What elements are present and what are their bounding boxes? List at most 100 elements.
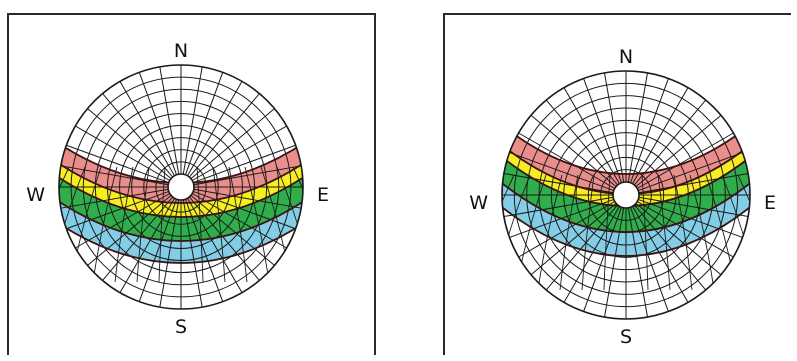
azimuth-spoke: [629, 78, 669, 183]
hour-line: [114, 166, 134, 283]
azimuth-spoke: [637, 201, 734, 258]
sun-path-bands: [502, 117, 750, 256]
west-label: W: [469, 192, 488, 214]
azimuth-spoke: [603, 72, 625, 183]
azimuth-spoke: [102, 196, 174, 281]
hour-line: [641, 174, 649, 291]
azimuth-spoke: [187, 198, 243, 293]
hour-line: [158, 166, 166, 283]
south-label: S: [620, 326, 632, 348]
azimuth-spoke: [627, 72, 649, 183]
azimuth-spoke: [509, 152, 614, 192]
hour-line: [196, 166, 204, 283]
azimuth-spoke: [87, 194, 172, 266]
band-yellow: [502, 137, 750, 206]
azimuth-spoke: [188, 93, 260, 178]
band-edges: [502, 116, 750, 257]
azimuth-spoke: [60, 188, 169, 209]
azimuth-spoke: [633, 204, 707, 291]
hour-line: [689, 174, 715, 291]
azimuth-spoke: [583, 78, 623, 183]
band-yellow: [59, 157, 303, 217]
hour-line: [657, 174, 671, 291]
stereographic-chart-right: N S W E: [469, 46, 776, 348]
azimuth-spoke: [503, 196, 614, 218]
azimuth-spoke: [518, 132, 615, 189]
hour-line: [559, 174, 579, 291]
sun-path-diagram-left: N S W E: [7, 13, 376, 355]
hour-line: [537, 174, 563, 291]
azimuth-spoke: [187, 81, 243, 176]
hour-line: [673, 174, 693, 291]
azimuth-spoke: [638, 196, 749, 218]
zenith-circle: [167, 173, 195, 201]
azimuth-spoke: [583, 207, 623, 312]
azimuth-spoke: [632, 87, 689, 184]
azimuth-spoke: [632, 206, 689, 303]
azimuth-spoke: [545, 204, 619, 291]
hour-line: [581, 174, 595, 291]
grid-lines: [502, 71, 750, 319]
band-green: [59, 171, 303, 241]
azimuth-spoke: [629, 207, 669, 312]
zenith-circle: [612, 181, 640, 209]
azimuth-spoke: [138, 72, 178, 175]
band-red: [502, 117, 750, 194]
azimuth-spoke: [193, 188, 302, 209]
south-label: S: [175, 316, 187, 338]
azimuth-spoke: [193, 144, 296, 184]
azimuth-spoke: [75, 125, 170, 181]
azimuth-spoke: [635, 114, 722, 188]
band-green: [502, 149, 750, 232]
hour-line: [603, 174, 611, 291]
azimuth-spoke: [503, 172, 614, 194]
band-edge: [502, 116, 750, 175]
azimuth-spoke: [190, 194, 275, 266]
band-edge: [502, 174, 750, 233]
west-label: W: [26, 184, 45, 206]
horizon-circle: [58, 64, 304, 310]
azimuth-spoke: [190, 108, 275, 180]
azimuth-spoke: [627, 207, 649, 318]
azimuth-spoke: [545, 99, 619, 186]
azimuth-spoke: [66, 190, 169, 230]
band-blue: [502, 175, 750, 256]
east-label: E: [317, 184, 329, 206]
azimuth-spoke: [87, 108, 172, 180]
azimuth-spoke: [119, 198, 175, 293]
azimuth-spoke: [518, 201, 615, 258]
azimuth-spoke: [159, 66, 180, 175]
band-edge: [502, 198, 750, 257]
azimuth-spoke: [182, 66, 203, 175]
band-edge: [59, 170, 303, 218]
band-blue: [59, 195, 303, 263]
band-edge: [59, 216, 303, 264]
azimuth-spoke: [638, 172, 749, 194]
band-edge: [59, 156, 303, 204]
azimuth-spoke: [102, 93, 174, 178]
north-label: N: [619, 46, 633, 68]
azimuth-spoke: [75, 193, 170, 249]
azimuth-spoke: [637, 132, 734, 189]
azimuth-spoke: [563, 87, 620, 184]
stereographic-chart-left: N S W E: [26, 40, 329, 338]
sun-path-diagram-right: N S W E: [443, 13, 791, 355]
azimuth-spoke: [193, 190, 296, 230]
band-edge: [59, 194, 303, 242]
azimuth-spoke: [530, 114, 617, 188]
azimuth-spoke: [638, 152, 743, 192]
azimuth-spoke: [603, 207, 625, 318]
azimuth-spoke: [635, 202, 722, 276]
east-label: E: [764, 192, 776, 214]
azimuth-spoke: [188, 196, 260, 281]
azimuth-spoke: [192, 193, 287, 249]
hour-line: [228, 166, 248, 283]
azimuth-spoke: [633, 99, 707, 186]
azimuth-spoke: [119, 81, 175, 176]
azimuth-spoke: [563, 206, 620, 303]
azimuth-spoke: [192, 125, 287, 181]
north-label: N: [174, 40, 188, 62]
azimuth-spoke: [66, 144, 169, 184]
horizon-circle: [501, 70, 751, 320]
azimuth-spoke: [530, 202, 617, 276]
